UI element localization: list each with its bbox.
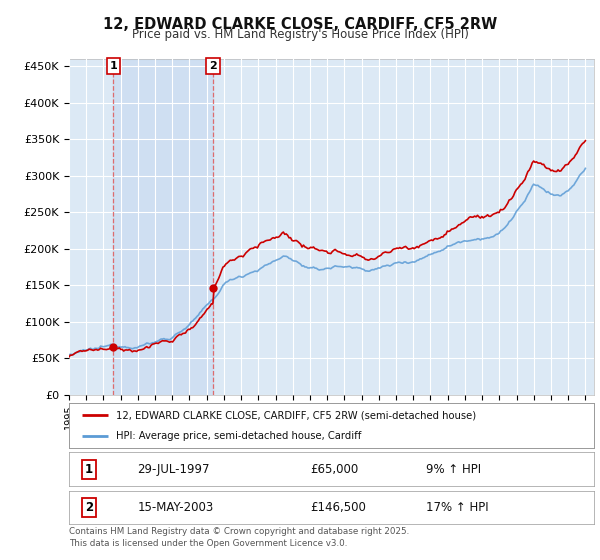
Text: 1: 1 bbox=[109, 61, 117, 71]
Text: 2: 2 bbox=[85, 501, 93, 514]
Text: £146,500: £146,500 bbox=[311, 501, 367, 514]
Text: Price paid vs. HM Land Registry's House Price Index (HPI): Price paid vs. HM Land Registry's House … bbox=[131, 28, 469, 41]
Text: 1: 1 bbox=[85, 463, 93, 476]
Bar bbox=[113, 59, 213, 395]
Text: £65,000: £65,000 bbox=[311, 463, 359, 476]
Text: 15-MAY-2003: 15-MAY-2003 bbox=[137, 501, 214, 514]
Text: HPI: Average price, semi-detached house, Cardiff: HPI: Average price, semi-detached house,… bbox=[116, 431, 362, 441]
Text: 12, EDWARD CLARKE CLOSE, CARDIFF, CF5 2RW (semi-detached house): 12, EDWARD CLARKE CLOSE, CARDIFF, CF5 2R… bbox=[116, 410, 476, 421]
Text: 29-JUL-1997: 29-JUL-1997 bbox=[137, 463, 210, 476]
Text: 17% ↑ HPI: 17% ↑ HPI bbox=[426, 501, 488, 514]
Text: 9% ↑ HPI: 9% ↑ HPI bbox=[426, 463, 481, 476]
Text: 12, EDWARD CLARKE CLOSE, CARDIFF, CF5 2RW: 12, EDWARD CLARKE CLOSE, CARDIFF, CF5 2R… bbox=[103, 17, 497, 32]
Text: Contains HM Land Registry data © Crown copyright and database right 2025.
This d: Contains HM Land Registry data © Crown c… bbox=[69, 527, 409, 548]
Text: 2: 2 bbox=[209, 61, 217, 71]
